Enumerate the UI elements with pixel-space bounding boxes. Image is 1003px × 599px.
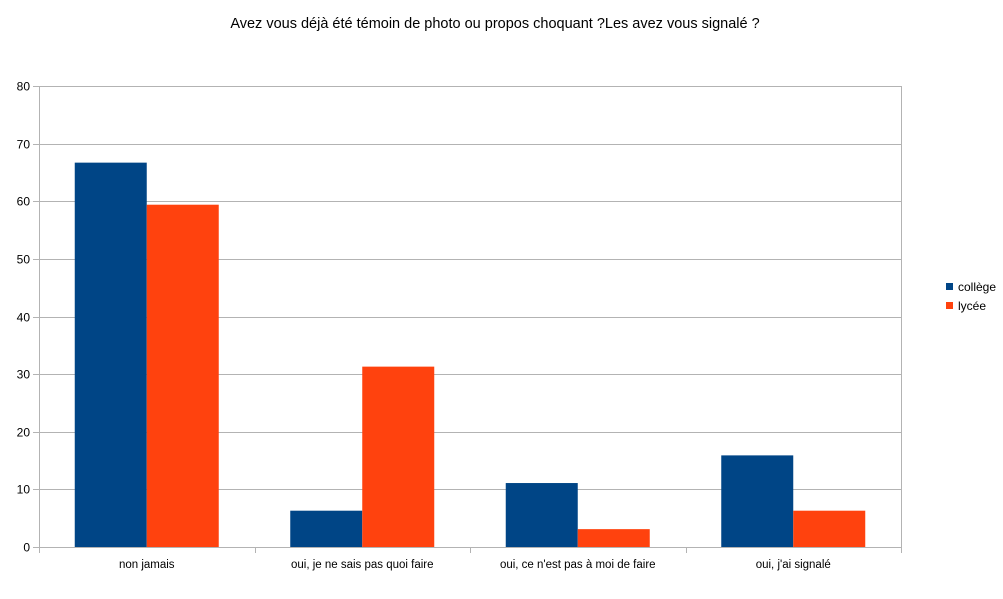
y-tick-label: 20 — [17, 426, 31, 440]
legend-swatch — [946, 283, 953, 290]
bar — [721, 455, 794, 547]
x-category-label: oui, ce n'est pas à moi de faire — [500, 559, 656, 571]
y-tick-label: 50 — [17, 253, 31, 267]
legend: collège lycée — [946, 280, 996, 313]
bars — [74, 162, 866, 548]
y-tick-label: 30 — [17, 368, 31, 382]
bar — [505, 483, 578, 547]
y-tick-label: 60 — [17, 195, 31, 209]
x-category-label: oui, j'ai signalé — [756, 559, 831, 571]
legend-swatch — [946, 302, 953, 309]
bar — [146, 204, 219, 547]
legend-label: lycée — [958, 299, 986, 313]
y-tick-label: 40 — [17, 311, 31, 325]
axes: 0 10 20 30 40 50 60 70 80 non jamais oui, je ne sa… — [17, 80, 902, 571]
bar — [290, 510, 363, 547]
x-category-label: non jamais — [119, 559, 175, 571]
y-tick-label: 80 — [17, 80, 31, 94]
legend-label: collège — [958, 280, 996, 294]
bar — [362, 366, 435, 547]
y-tick-label: 70 — [17, 138, 31, 152]
bar — [577, 529, 650, 547]
bar — [793, 510, 866, 547]
chart-title: Avez vous déjà été témoin de photo ou pr… — [230, 16, 760, 32]
x-category-label: oui, je ne sais pas quoi faire — [291, 559, 434, 571]
bar — [74, 162, 147, 548]
y-tick-label: 10 — [17, 483, 31, 497]
y-tick-label: 0 — [23, 541, 30, 555]
